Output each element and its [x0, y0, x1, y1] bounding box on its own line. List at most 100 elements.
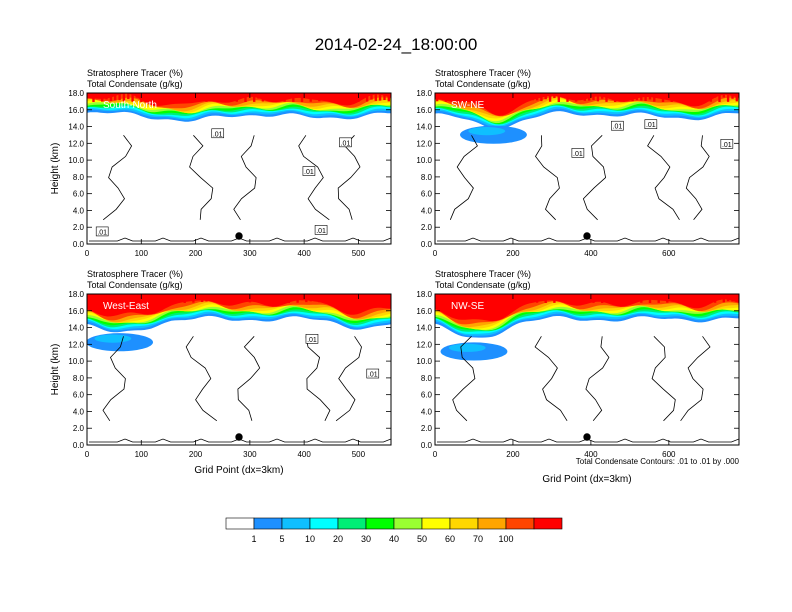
- colorbar-swatch: [337, 517, 367, 530]
- contour-label-text: .01: [573, 151, 583, 158]
- contour-label-text: .01: [307, 337, 317, 344]
- contour-label: .01: [302, 166, 316, 176]
- x-tick-label: 600: [662, 450, 676, 459]
- condensate-contour: [337, 135, 361, 220]
- y-tick-label: 10.0: [416, 357, 432, 366]
- y-tick-label: 14.0: [68, 123, 84, 132]
- y-tick-label: 12.0: [416, 340, 432, 349]
- condensate-contour: [685, 135, 710, 221]
- panel-label: South-North: [103, 100, 157, 111]
- colorbar-label: 60: [445, 534, 455, 544]
- x-tick-label: 200: [506, 249, 520, 258]
- y-tick-label: 4.0: [73, 206, 85, 215]
- contour-label-box: [314, 225, 328, 235]
- colorbar-label: 100: [498, 534, 513, 544]
- y-tick-label: 10.0: [68, 156, 84, 165]
- contour-label-text: .01: [646, 122, 656, 129]
- y-tick-label: 0.0: [73, 240, 85, 249]
- y-tick-label: 2.0: [73, 223, 85, 232]
- x-tick-label: 100: [135, 249, 149, 258]
- x-tick-label: 200: [189, 450, 203, 459]
- panel-title-tracer: Stratosphere Tracer (%): [87, 68, 183, 78]
- plot-area: .01 .01: [87, 294, 391, 445]
- contour-label-box: [302, 166, 316, 176]
- y-tick-label: 0.0: [421, 441, 433, 450]
- y-tick-label: 18.0: [68, 290, 84, 299]
- y-tick-label: 8.0: [421, 173, 433, 182]
- contour-label-text: .01: [613, 124, 623, 131]
- condensate-contour: [335, 336, 362, 422]
- contour-label: .01: [314, 225, 328, 235]
- y-tick-label: 12.0: [68, 139, 84, 148]
- y-tick-label: 2.0: [421, 424, 433, 433]
- condensate-contour: [651, 336, 676, 422]
- y-tick-label: 6.0: [421, 190, 433, 199]
- y-axis-label: Height (km): [50, 143, 61, 195]
- contour-label: .01: [720, 139, 734, 149]
- colorbar-swatch: [533, 517, 563, 530]
- contour-label-text: .01: [368, 372, 378, 379]
- colorbar-swatch: [365, 517, 395, 530]
- condensate-contour: [647, 135, 680, 221]
- panel-label: NW-SE: [451, 301, 484, 312]
- condensate-contour: [233, 135, 257, 221]
- y-tick-label: 12.0: [416, 139, 432, 148]
- x-tick-label: 200: [506, 450, 520, 459]
- x-tick-label: 500: [352, 450, 366, 459]
- condensate-contour: [535, 135, 560, 221]
- panel-title-tracer: Stratosphere Tracer (%): [435, 68, 531, 78]
- y-tick-label: 6.0: [73, 190, 85, 199]
- contour-label-text: .01: [722, 142, 732, 149]
- colorbar-swatch: [393, 517, 423, 530]
- contour-label-box: [366, 368, 380, 379]
- x-tick-label: 0: [433, 450, 438, 459]
- x-tick-label: 100: [135, 450, 149, 459]
- colorbar-label: 10: [305, 534, 315, 544]
- y-tick-label: 8.0: [421, 374, 433, 383]
- location-marker: [235, 433, 243, 441]
- panel-west-east: Stratosphere Tracer (%)Total Condensate …: [50, 269, 392, 476]
- x-tick-label: 400: [297, 249, 311, 258]
- y-tick-label: 8.0: [73, 173, 85, 182]
- tracer-tongue-inner: [468, 127, 506, 136]
- plot-area: [435, 294, 739, 445]
- condensate-contour: [582, 135, 607, 221]
- y-tick-label: 2.0: [421, 223, 433, 232]
- panel-label: SW-NE: [451, 100, 484, 111]
- contour-label-box: [611, 120, 624, 131]
- x-axis-label: Grid Point (dx=3km): [542, 474, 631, 485]
- y-tick-label: 4.0: [421, 206, 433, 215]
- y-tick-label: 10.0: [68, 357, 84, 366]
- contour-label-box: [305, 333, 319, 344]
- plot-frame: [434, 92, 740, 245]
- x-tick-label: 300: [243, 450, 257, 459]
- x-axis-label: Grid Point (dx=3km): [194, 465, 283, 476]
- plot-frame: [434, 293, 740, 446]
- location-marker: [583, 232, 591, 240]
- condensate-contour: [452, 336, 476, 422]
- y-tick-label: 18.0: [68, 89, 84, 98]
- condensate-contour: [449, 135, 478, 220]
- y-tick-label: 10.0: [416, 156, 432, 165]
- colorbar-label: 1: [251, 534, 256, 544]
- contour-label: .01: [611, 120, 624, 131]
- condensate-contour: [102, 336, 126, 422]
- colorbar-swatch: [421, 517, 451, 530]
- panel-title-condensate: Total Condensate (g/kg): [435, 79, 531, 89]
- panel-title-condensate: Total Condensate (g/kg): [87, 280, 183, 290]
- tracer-fringe: [436, 93, 738, 102]
- y-tick-label: 16.0: [68, 307, 84, 316]
- x-tick-label: 400: [297, 450, 311, 459]
- y-tick-label: 6.0: [421, 391, 433, 400]
- contour-label-box: [720, 139, 734, 149]
- panel-label: West-East: [103, 301, 149, 312]
- plot-area: .01 .01 .01 .01: [435, 93, 739, 244]
- colorbar-label: 70: [473, 534, 483, 544]
- tracer-band-10: [435, 294, 739, 322]
- figure-title: 2014-02-24_18:00:00: [315, 35, 478, 54]
- y-tick-label: 4.0: [73, 407, 85, 416]
- x-tick-label: 500: [352, 249, 366, 258]
- colorbar-swatch: [309, 517, 339, 530]
- y-tick-label: 18.0: [416, 290, 432, 299]
